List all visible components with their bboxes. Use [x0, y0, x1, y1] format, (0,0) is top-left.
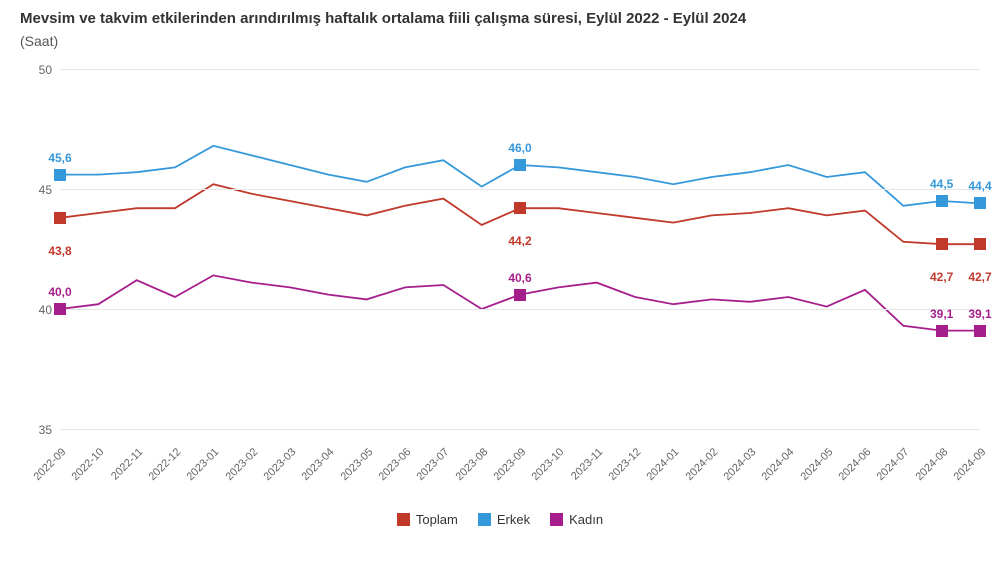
x-tick-label: 2023-06 — [376, 446, 413, 483]
marker-erkek — [514, 159, 526, 171]
chart-title: Mevsim ve takvim etkilerinden arındırılm… — [20, 10, 983, 27]
legend-item: Toplam — [397, 512, 458, 527]
x-tick-label: 2024-03 — [721, 446, 758, 483]
x-tick-label: 2023-11 — [569, 446, 605, 482]
marker-erkek — [54, 169, 66, 181]
x-tick-label: 2024-02 — [683, 446, 720, 483]
marker-kadin — [974, 325, 986, 337]
x-tick-label: 2023-12 — [606, 446, 643, 483]
gridline: 35 — [60, 429, 980, 430]
legend-swatch — [550, 513, 563, 526]
x-tick-label: 2024-05 — [798, 446, 835, 483]
marker-kadin — [936, 325, 948, 337]
value-label-erkek: 45,6 — [48, 151, 71, 165]
value-label-erkek: 44,5 — [930, 177, 953, 191]
plot-area: 3540455045,646,044,544,443,844,242,742,7… — [60, 69, 980, 429]
x-tick-label: 2022-09 — [31, 446, 68, 483]
value-label-erkek: 44,4 — [968, 179, 991, 193]
chart-subtitle: (Saat) — [20, 33, 983, 49]
x-tick-label: 2023-10 — [530, 446, 567, 483]
x-tick-label: 2024-08 — [913, 446, 950, 483]
x-tick-label: 2023-09 — [491, 446, 528, 483]
legend-item: Erkek — [478, 512, 530, 527]
legend-label: Erkek — [497, 512, 530, 527]
x-tick-label: 2022-11 — [109, 446, 145, 482]
value-label-toplam: 42,7 — [968, 270, 991, 284]
marker-toplam — [514, 202, 526, 214]
x-tick-label: 2023-07 — [415, 446, 452, 483]
marker-toplam — [54, 212, 66, 224]
x-tick-label: 2022-10 — [70, 446, 107, 483]
x-tick-label: 2023-05 — [338, 446, 375, 483]
gridline: 50 — [60, 69, 980, 70]
x-tick-label: 2024-09 — [951, 446, 988, 483]
legend-label: Toplam — [416, 512, 458, 527]
value-label-kadin: 39,1 — [968, 307, 991, 321]
value-label-toplam: 42,7 — [930, 270, 953, 284]
x-tick-label: 2024-06 — [836, 446, 873, 483]
legend-swatch — [478, 513, 491, 526]
chart-container: Mevsim ve takvim etkilerinden arındırılm… — [0, 0, 1003, 572]
legend-label: Kadın — [569, 512, 603, 527]
x-tick-label: 2023-08 — [453, 446, 490, 483]
x-tick-label: 2022-12 — [146, 446, 183, 483]
legend: Toplam Erkek Kadın — [20, 512, 980, 529]
x-axis-labels: 2022-092022-102022-112022-122023-012023-… — [60, 434, 980, 494]
marker-erkek — [936, 195, 948, 207]
x-tick-label: 2023-04 — [300, 446, 337, 483]
value-label-erkek: 46,0 — [508, 141, 531, 155]
x-tick-label: 2024-07 — [875, 446, 912, 483]
gridline: 40 — [60, 309, 980, 310]
value-label-kadin: 40,0 — [48, 285, 71, 299]
x-tick-label: 2023-01 — [185, 446, 222, 483]
marker-toplam — [936, 238, 948, 250]
lines-layer — [60, 69, 980, 429]
x-tick-label: 2024-04 — [760, 446, 797, 483]
value-label-toplam: 43,8 — [48, 244, 71, 258]
y-tick-label: 35 — [39, 423, 60, 437]
marker-erkek — [974, 197, 986, 209]
value-label-toplam: 44,2 — [508, 234, 531, 248]
x-tick-label: 2023-02 — [223, 446, 260, 483]
x-tick-label: 2024-01 — [645, 446, 682, 483]
marker-kadin — [54, 303, 66, 315]
gridline: 45 — [60, 189, 980, 190]
legend-item: Kadın — [550, 512, 603, 527]
y-tick-label: 50 — [39, 63, 60, 77]
value-label-kadin: 40,6 — [508, 271, 531, 285]
legend-swatch — [397, 513, 410, 526]
y-tick-label: 45 — [39, 183, 60, 197]
marker-kadin — [514, 289, 526, 301]
value-label-kadin: 39,1 — [930, 307, 953, 321]
marker-toplam — [974, 238, 986, 250]
x-tick-label: 2023-03 — [261, 446, 298, 483]
chart-zone: 3540455045,646,044,544,443,844,242,742,7… — [20, 69, 980, 499]
